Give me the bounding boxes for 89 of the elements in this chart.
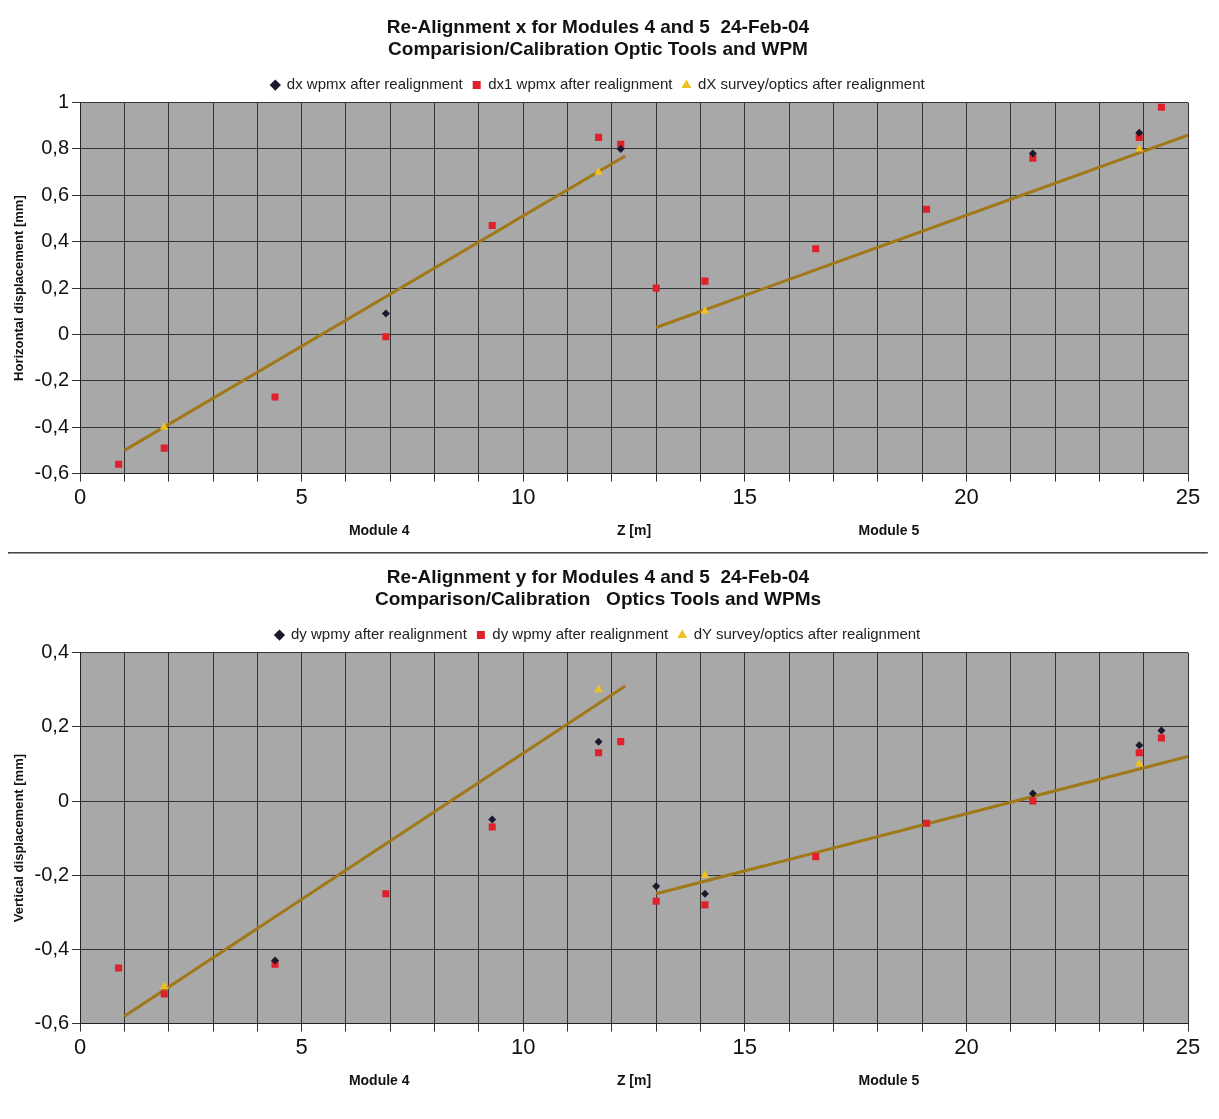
legend-label: dx1 wpmx after realignment bbox=[488, 75, 674, 93]
point bbox=[488, 823, 496, 831]
chart-title: Re-Alignment x for Modules 4 and 5 24-Feb-04 bbox=[386, 15, 810, 37]
y-tick-label: -0,2 bbox=[34, 368, 70, 391]
point bbox=[159, 422, 169, 430]
x-tick-label: 15 bbox=[732, 483, 758, 509]
y-tick-label: -0,4 bbox=[34, 936, 70, 959]
point bbox=[1028, 789, 1037, 798]
point bbox=[115, 964, 123, 972]
x-tick-label: 20 bbox=[954, 1033, 979, 1059]
legend-label: dx wpmx after realignment bbox=[286, 75, 464, 93]
point bbox=[652, 882, 661, 891]
x-tick-label: 10 bbox=[511, 483, 536, 509]
point bbox=[1134, 758, 1144, 767]
text: Module 4 bbox=[348, 521, 410, 538]
y-tick-label: 0,2 bbox=[41, 275, 70, 298]
point bbox=[271, 956, 280, 965]
point bbox=[922, 819, 931, 827]
point bbox=[922, 205, 931, 213]
point bbox=[652, 284, 660, 292]
point bbox=[701, 277, 709, 285]
y-tick-label: -0,2 bbox=[34, 862, 70, 885]
x-tick-label: 15 bbox=[732, 1033, 758, 1059]
x-tick-label: 5 bbox=[295, 483, 308, 509]
y-tick-label: -0,6 bbox=[34, 1011, 70, 1034]
x-tick-label: 25 bbox=[1175, 1033, 1201, 1059]
point bbox=[1157, 726, 1166, 735]
point bbox=[595, 749, 603, 757]
x-tick-label: 20 bbox=[954, 483, 979, 509]
y-tick-label: 0,8 bbox=[41, 136, 70, 159]
point bbox=[594, 684, 603, 693]
legend-label: dX survey/optics after realignment bbox=[697, 75, 926, 93]
y-tick-label: 0 bbox=[57, 788, 70, 811]
chart-subtitle: Comparison/Calibration Optics Tools and WPMs bbox=[374, 588, 822, 610]
point bbox=[1135, 128, 1144, 137]
x-axis-title: Z [m] bbox=[616, 1071, 652, 1088]
point bbox=[271, 393, 279, 401]
point bbox=[1028, 149, 1037, 158]
chart-title: Re-Alignment y for Modules 4 and 5 24-Feb-04 bbox=[386, 565, 810, 587]
point bbox=[488, 815, 497, 824]
x-tick-label: 25 bbox=[1175, 483, 1201, 509]
point bbox=[701, 901, 709, 909]
y-axis-title: Vertical displacement [mm] bbox=[11, 753, 27, 923]
point bbox=[1134, 143, 1144, 152]
x-tick-label: 0 bbox=[73, 483, 87, 509]
point bbox=[594, 167, 603, 175]
x-tick-label: 0 bbox=[73, 1033, 87, 1059]
y-tick-label: 0,2 bbox=[41, 714, 70, 737]
point bbox=[160, 444, 168, 452]
text: Module 5 bbox=[858, 1071, 920, 1088]
x-tick-label: 10 bbox=[511, 1033, 536, 1059]
point bbox=[617, 738, 625, 746]
point bbox=[382, 890, 390, 898]
point bbox=[594, 737, 603, 746]
x-tick-label: 5 bbox=[295, 1033, 308, 1059]
y-tick-label: 0,4 bbox=[41, 640, 70, 663]
y-tick-label: -0,4 bbox=[34, 414, 70, 437]
x-axis-title: Z [m] bbox=[616, 521, 652, 538]
point bbox=[1029, 797, 1037, 805]
text: Module 4 bbox=[348, 1071, 410, 1088]
point bbox=[488, 221, 496, 230]
point bbox=[1157, 734, 1165, 742]
y-tick-label: 1 bbox=[57, 90, 70, 113]
legend-label: dY survey/optics after realignment bbox=[693, 625, 922, 643]
y-tick-label: 0,4 bbox=[41, 229, 70, 252]
point bbox=[700, 889, 709, 898]
text: Module 5 bbox=[858, 521, 920, 538]
point bbox=[616, 144, 625, 153]
y-tick-label: 0 bbox=[57, 321, 70, 344]
point bbox=[1135, 749, 1143, 757]
point bbox=[700, 870, 710, 878]
point bbox=[1135, 741, 1144, 750]
chart-subtitle: Comparision/Calibration Optic Tools and WPM bbox=[388, 38, 808, 60]
y-tick-label: 0,6 bbox=[41, 182, 70, 205]
point bbox=[382, 333, 390, 341]
point bbox=[812, 245, 820, 253]
point bbox=[652, 897, 660, 905]
point bbox=[115, 460, 123, 468]
point bbox=[700, 306, 710, 314]
point bbox=[595, 133, 603, 141]
legend-label: dy wpmy after realignment bbox=[290, 625, 468, 643]
point bbox=[159, 981, 169, 989]
point bbox=[160, 990, 168, 998]
point bbox=[1157, 103, 1165, 111]
point bbox=[381, 309, 390, 318]
legend-label: dy wpmy after realignment bbox=[492, 625, 670, 643]
point bbox=[812, 853, 820, 861]
y-tick-label: -0,6 bbox=[34, 461, 70, 484]
y-axis-title: Horizontal displacement [mm] bbox=[11, 195, 27, 381]
